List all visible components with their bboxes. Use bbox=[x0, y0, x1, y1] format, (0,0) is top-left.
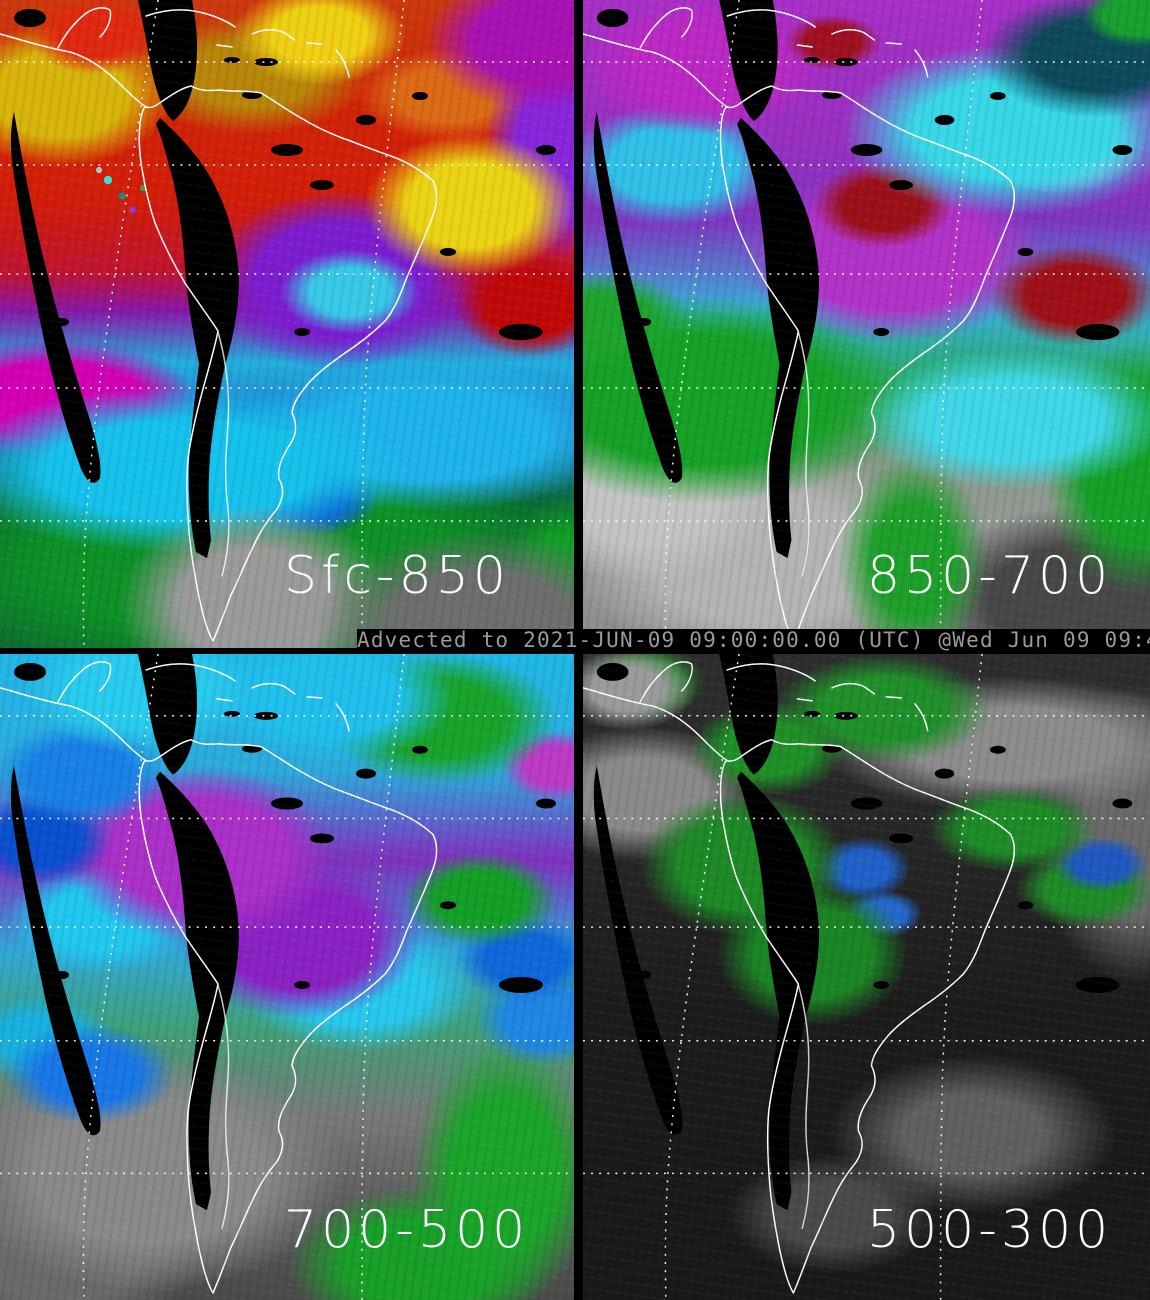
moisture-field-500-300 bbox=[583, 654, 1150, 1300]
panel-850-700: 850-700 bbox=[583, 0, 1150, 648]
timestamp-text: Advected to 2021-JUN-09 09:00:00.00 (UTC… bbox=[357, 629, 1150, 652]
layer-label-sfc-850: Sfc-850 bbox=[284, 546, 510, 606]
panel-500-300: 500-300 bbox=[583, 654, 1150, 1300]
timestamp-bar: Advected to 2021-JUN-09 09:00:00.00 (UTC… bbox=[357, 629, 1150, 652]
panel-700-500: 700-500 bbox=[0, 654, 574, 1300]
moisture-field-850-700 bbox=[583, 0, 1150, 648]
panel-sfc-850: Sfc-850 bbox=[0, 0, 574, 648]
layer-label-500-300: 500-300 bbox=[867, 1200, 1113, 1260]
moisture-field-700-500 bbox=[0, 654, 574, 1300]
moisture-field-sfc-850 bbox=[0, 0, 574, 648]
layer-label-700-500: 700-500 bbox=[284, 1200, 530, 1260]
layer-label-850-700: 850-700 bbox=[867, 546, 1113, 606]
